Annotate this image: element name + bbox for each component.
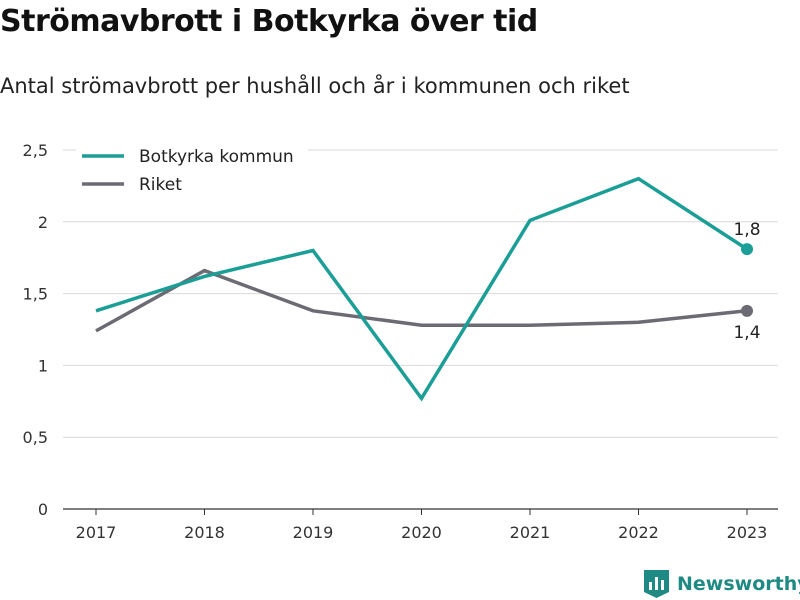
end-point-botkyrka [741,243,753,256]
x-tick-label: 2023 [727,523,768,542]
x-tick-label: 2021 [510,523,551,542]
newsworthy-logo: Newsworthy [644,570,800,598]
legend-label-riket: Riket [139,175,182,195]
end-point-riket [741,304,753,317]
legend-label-botkyrka: Botkyrka kommun [139,147,294,167]
newsworthy-wordmark: Newsworthy [677,573,800,595]
series-line-riket [95,268,748,333]
newsworthy-icon [644,570,669,598]
x-tick-label: 2019 [293,523,334,542]
y-tick-label: 0 [38,500,48,519]
y-tick-label: 2,5 [23,141,48,160]
chart-title: Strömavbrott i Botkyrka över tid [0,4,538,39]
data-label-botkyrka: 1,8 [733,220,760,240]
y-tick-label: 1 [38,356,48,375]
y-tick-label: 1,5 [23,285,48,304]
y-tick-label: 2 [38,213,48,232]
y-tick-label: 0,5 [23,428,48,447]
x-tick-label: 2017 [76,523,117,542]
x-tick-label: 2018 [184,523,225,542]
x-tick-label: 2020 [401,523,442,542]
data-label-riket: 1,4 [733,323,760,343]
x-tick-label: 2022 [618,523,659,542]
series-line-botkyrka [95,176,748,402]
chart-subtitle: Antal strömavbrott per hushåll och år i … [0,74,630,98]
